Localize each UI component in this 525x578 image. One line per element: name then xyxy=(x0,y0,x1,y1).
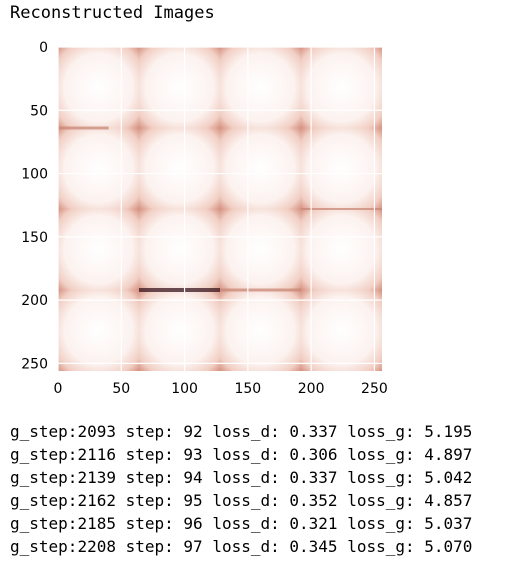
image-tile xyxy=(58,47,139,128)
y-tick-label: 100 xyxy=(21,167,48,183)
image-seam xyxy=(139,288,220,292)
g-step-label: g_step: xyxy=(10,445,78,464)
loss-g-value: 4.897 xyxy=(414,445,473,464)
grid-lines xyxy=(57,46,382,371)
image-tile xyxy=(301,290,382,371)
g-step-label: g_step: xyxy=(10,491,78,510)
loss-d-label: loss_d: xyxy=(212,468,280,487)
step-value: 95 xyxy=(173,491,203,510)
loss-d-value: 0.321 xyxy=(279,514,338,533)
x-tick-label: 200 xyxy=(298,381,325,397)
log-line: g_step:2116 step: 93 loss_d: 0.306 loss_… xyxy=(10,443,472,466)
log-line: g_step:2093 step: 92 loss_d: 0.337 loss_… xyxy=(10,420,472,443)
output-title: Reconstructed Images xyxy=(10,3,215,23)
image-tile xyxy=(58,128,139,209)
loss-d-label: loss_d: xyxy=(212,491,280,510)
image-tile xyxy=(139,47,220,128)
x-tick-label: 50 xyxy=(112,381,130,397)
loss-g-value: 4.857 xyxy=(414,491,473,510)
loss-g-value: 5.037 xyxy=(414,514,473,533)
image-tile xyxy=(139,128,220,209)
g-step-label: g_step: xyxy=(10,468,78,487)
x-tick-label: 150 xyxy=(234,381,261,397)
loss-d-value: 0.352 xyxy=(279,491,338,510)
training-log: g_step:2093 step: 92 loss_d: 0.337 loss_… xyxy=(10,420,472,558)
loss-g-value: 5.195 xyxy=(414,422,473,441)
y-tick-label: 250 xyxy=(21,356,48,372)
step-label: step: xyxy=(125,422,174,441)
loss-d-label: loss_d: xyxy=(212,422,280,441)
loss-g-label: loss_g: xyxy=(347,491,415,510)
step-label: step: xyxy=(125,445,174,464)
g-step-value: 2162 xyxy=(77,491,116,510)
loss-g-label: loss_g: xyxy=(347,422,415,441)
y-tick-label: 200 xyxy=(21,293,48,309)
loss-g-label: loss_g: xyxy=(347,445,415,464)
loss-d-label: loss_d: xyxy=(212,537,280,556)
g-step-label: g_step: xyxy=(10,537,78,556)
image-tile xyxy=(139,209,220,290)
image-tile xyxy=(58,290,139,371)
loss-g-label: loss_g: xyxy=(347,537,415,556)
y-tick-label: 150 xyxy=(21,230,48,246)
y-tick-label: 0 xyxy=(39,40,48,56)
g-step-value: 2139 xyxy=(77,468,116,487)
image-tile xyxy=(301,128,382,209)
loss-d-value: 0.337 xyxy=(279,422,338,441)
loss-d-value: 0.306 xyxy=(279,445,338,464)
image-seam xyxy=(58,126,109,130)
image-tile xyxy=(220,209,301,290)
loss-d-label: loss_d: xyxy=(212,514,280,533)
loss-g-label: loss_g: xyxy=(347,468,415,487)
image-tile xyxy=(58,209,139,290)
reconstructed-images-plot: 0 50 100 150 200 250 0 50 100 150 200 250 xyxy=(21,40,388,397)
step-label: step: xyxy=(125,468,174,487)
x-tick-label: 100 xyxy=(171,381,198,397)
step-value: 96 xyxy=(173,514,203,533)
step-label: step: xyxy=(125,514,174,533)
log-line: g_step:2162 step: 95 loss_d: 0.352 loss_… xyxy=(10,489,472,512)
g-step-value: 2208 xyxy=(77,537,116,556)
g-step-label: g_step: xyxy=(10,422,78,441)
loss-d-value: 0.345 xyxy=(279,537,338,556)
image-seam xyxy=(220,288,301,292)
image-tile xyxy=(139,290,220,371)
step-value: 92 xyxy=(173,422,203,441)
log-line: g_step:2185 step: 96 loss_d: 0.321 loss_… xyxy=(10,512,472,535)
tick-labels: 0 50 100 150 200 250 0 50 100 150 200 250 xyxy=(21,40,388,397)
image-tile xyxy=(220,128,301,209)
step-label: step: xyxy=(125,491,174,510)
step-value: 93 xyxy=(173,445,203,464)
step-label: step: xyxy=(125,537,174,556)
x-tick-label: 250 xyxy=(361,381,388,397)
g-step-label: g_step: xyxy=(10,514,78,533)
log-line: g_step:2139 step: 94 loss_d: 0.337 loss_… xyxy=(10,466,472,489)
g-step-value: 2116 xyxy=(77,445,116,464)
loss-g-value: 5.042 xyxy=(414,468,473,487)
loss-g-value: 5.070 xyxy=(414,537,473,556)
image-tile xyxy=(220,47,301,128)
image-seam xyxy=(301,208,382,210)
loss-d-value: 0.337 xyxy=(279,468,338,487)
image-tile xyxy=(220,290,301,371)
g-step-value: 2093 xyxy=(77,422,116,441)
x-tick-label: 0 xyxy=(54,381,63,397)
image-tile xyxy=(301,47,382,128)
log-line: g_step:2208 step: 97 loss_d: 0.345 loss_… xyxy=(10,535,472,558)
step-value: 97 xyxy=(173,537,203,556)
loss-d-label: loss_d: xyxy=(212,445,280,464)
step-value: 94 xyxy=(173,468,203,487)
image-tiles xyxy=(58,47,382,371)
y-tick-label: 50 xyxy=(30,103,48,119)
image-tile xyxy=(301,209,382,290)
loss-g-label: loss_g: xyxy=(347,514,415,533)
g-step-value: 2185 xyxy=(77,514,116,533)
